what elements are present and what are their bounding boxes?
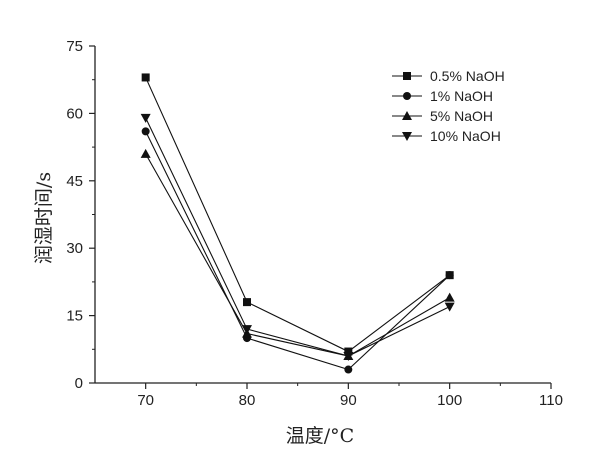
series-markers xyxy=(140,73,455,374)
y-tick-label: 0 xyxy=(75,375,83,392)
series-line-2 xyxy=(145,153,450,357)
legend-label-0: 0.5% NaOH xyxy=(430,68,505,84)
data-point-1-0 xyxy=(141,127,150,136)
data-point-0-1 xyxy=(243,298,251,307)
x-tick-label: 100 xyxy=(437,392,462,409)
data-point-3-3 xyxy=(444,302,455,312)
data-point-0-0 xyxy=(141,73,150,82)
y-tick-label: 60 xyxy=(66,105,83,122)
data-point-3-0 xyxy=(140,113,151,123)
x-tick-label: 80 xyxy=(239,392,256,409)
legend-label-1: 1% NaOH xyxy=(430,88,493,104)
series-line-3 xyxy=(145,117,450,357)
x-tick-label: 70 xyxy=(137,392,154,409)
legend-marker-1 xyxy=(403,92,411,100)
data-point-3-1 xyxy=(242,325,252,335)
data-point-2-0 xyxy=(140,148,151,158)
y-tick-label: 15 xyxy=(66,308,83,325)
y-tick-label: 45 xyxy=(66,173,83,190)
legend-label-3: 10% NaOH xyxy=(430,128,501,144)
data-point-3-2 xyxy=(343,352,354,362)
data-point-2-3 xyxy=(444,292,455,302)
data-point-1-2 xyxy=(344,365,353,374)
x-tick-label: 90 xyxy=(340,392,357,409)
y-tick-label: 30 xyxy=(66,240,83,257)
x-axis-title: 温度/°C xyxy=(286,425,354,447)
legend-marker-0 xyxy=(403,72,411,80)
tick-marks: 70 80 90 100 110 0 15 30 45 60 75 xyxy=(66,38,563,409)
legend-label-2: 5% NaOH xyxy=(430,108,493,124)
data-point-1-3 xyxy=(445,271,454,280)
series-line-1 xyxy=(145,131,451,371)
legend-marker-3 xyxy=(402,132,412,141)
series-line-0 xyxy=(145,77,450,353)
legend-marker-2 xyxy=(402,111,412,120)
legend: 0.5% NaOH 1% NaOH 5% NaOH 10% NaOH xyxy=(392,68,505,144)
y-tick-label: 75 xyxy=(66,38,83,55)
y-axis-title: 润湿时间/s xyxy=(33,172,55,264)
x-tick-label: 110 xyxy=(539,392,563,409)
series-lines xyxy=(145,77,451,371)
